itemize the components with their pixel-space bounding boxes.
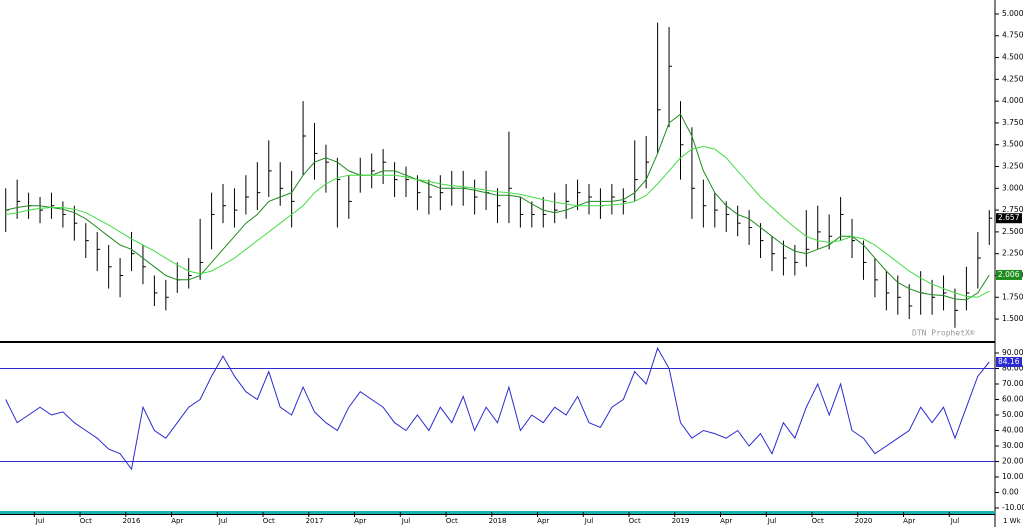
y-tick-label: 5.000 (1002, 9, 1024, 18)
y-tick-label: 50.00 (1002, 410, 1024, 419)
x-tick-label: Jul (35, 517, 45, 525)
moving-average (5, 145, 990, 298)
x-tick-label: Oct (80, 517, 92, 525)
y-tick-label: 60.00 (1002, 394, 1024, 403)
last-price-label: 2.657 (998, 213, 1020, 222)
x-tick-label: Oct (446, 517, 458, 525)
y-tick-label: 80.00 (1002, 363, 1024, 372)
y-tick-label: 40.00 (1002, 425, 1024, 434)
x-tick-label: Jul (401, 517, 411, 525)
x-tick-label: 2017 (306, 517, 324, 525)
y-tick-label: 4.500 (1002, 53, 1024, 62)
period-label: 1 Wk (1003, 517, 1022, 525)
watermark: DTN ProphetX® (912, 329, 975, 338)
x-tick-label: Oct (812, 517, 824, 525)
x-tick-label: 2020 (855, 517, 873, 525)
y-tick-label: 1.750 (1002, 292, 1024, 301)
x-tick-label: 2016 (123, 517, 141, 525)
x-tick-label: Jul (767, 517, 777, 525)
x-tick-label: Jul (218, 517, 228, 525)
ma-label-box (996, 269, 1022, 280)
y-tick-label: 90.00 (1002, 348, 1024, 357)
x-tick-label: Apr (171, 517, 183, 525)
y-tick-label: 4.750 (1002, 31, 1024, 40)
y-tick-label: 4.000 (1002, 96, 1024, 105)
y-tick-label: 30.00 (1002, 441, 1024, 450)
y-tick-label: 0.00 (1002, 487, 1019, 496)
x-tick-label: Apr (537, 517, 549, 525)
x-tick-label: Oct (263, 517, 275, 525)
y-tick-label: 70.00 (1002, 379, 1024, 388)
x-tick-label: 2018 (489, 517, 507, 525)
x-tick-label: Jul (950, 517, 960, 525)
ma-label: 2.006 (998, 270, 1020, 279)
x-tick-label: Apr (354, 517, 366, 525)
y-tick-label: 2.250 (1002, 249, 1024, 258)
x-tick-label: Apr (903, 517, 915, 525)
x-tick-label: 2019 (672, 517, 690, 525)
y-tick-label: 20.00 (1002, 456, 1024, 465)
rsi-line (5, 347, 990, 471)
time-strip (0, 511, 995, 514)
x-tick-label: Apr (720, 517, 732, 525)
y-tick-label: -10.00 (1002, 503, 1024, 512)
x-tick-label: Jul (584, 517, 594, 525)
y-tick-label: 10.00 (1002, 472, 1024, 481)
x-tick-label: Oct (629, 517, 641, 525)
y-tick-label: 3.750 (1002, 118, 1024, 127)
moving-average (5, 113, 990, 301)
last-price-label-box (996, 213, 1022, 224)
y-tick-label: 2.500 (1002, 227, 1024, 236)
y-tick-label: 1.500 (1002, 314, 1024, 323)
y-tick-label: 4.250 (1002, 74, 1024, 83)
y-tick-label: 3.500 (1002, 140, 1024, 149)
y-tick-label: 3.250 (1002, 162, 1024, 171)
y-tick-label: 2.750 (1002, 205, 1024, 214)
last-rsi-label: 84.16 (998, 357, 1020, 366)
last-rsi-label-box (996, 357, 1022, 368)
y-tick-label: 3.000 (1002, 183, 1024, 192)
